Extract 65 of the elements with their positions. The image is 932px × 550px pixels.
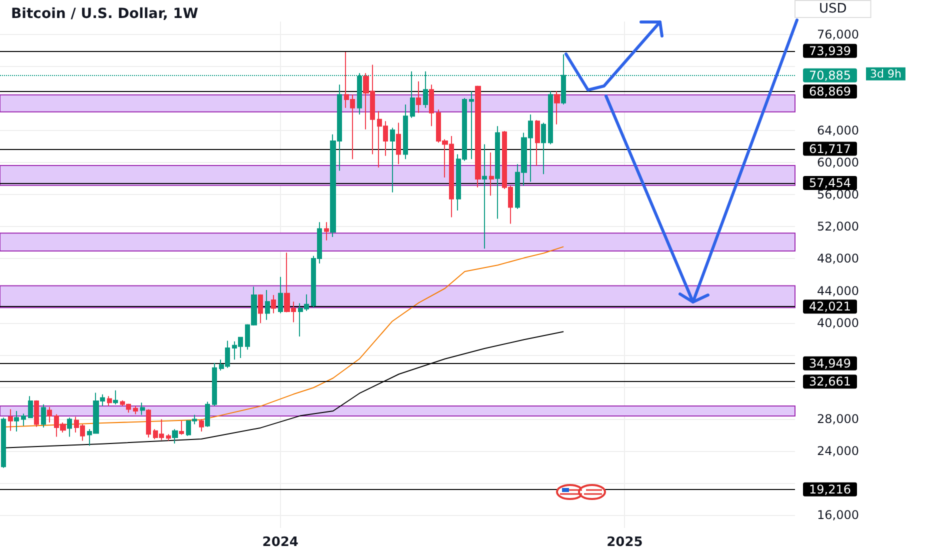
candlestick: [179, 420, 184, 436]
candlestick: [554, 90, 560, 125]
candlestick: [396, 122, 401, 165]
y-tick-label: 76,000: [817, 27, 859, 42]
y-axis-title: USD: [819, 2, 847, 16]
candlestick: [475, 85, 481, 188]
y-tick-label: 48,000: [817, 252, 859, 266]
candlestick: [416, 80, 421, 114]
candlestick: [258, 294, 263, 324]
y-tick-label: 28,000: [817, 412, 859, 426]
candlestick: [429, 84, 434, 127]
candlestick: [535, 120, 540, 166]
candlestick: [34, 400, 39, 428]
x-tick-label: 2024: [262, 535, 298, 550]
candlestick: [212, 362, 217, 407]
x-tick-label: 2025: [606, 535, 643, 550]
candlestick: [469, 90, 474, 160]
candlestick: [495, 126, 500, 220]
candlestick: [8, 408, 13, 432]
y-tick-label: 24,000: [817, 444, 859, 458]
candlestick: [403, 104, 408, 160]
ref-line-label: 19,216: [809, 482, 851, 496]
candlestick: [548, 90, 553, 145]
y-tick-label: 56,000: [817, 188, 859, 202]
candlestick: [133, 406, 138, 415]
ref-line-label: 42,021: [809, 300, 851, 314]
candlestick: [172, 428, 178, 444]
candlestick: [113, 390, 118, 405]
ref-line-label: 32,661: [809, 374, 851, 389]
line-series: [3, 246, 564, 428]
candlestick: [67, 417, 72, 438]
candlestick: [140, 402, 145, 416]
candlestick: [28, 396, 33, 418]
y-tick-label: 16,000: [817, 508, 859, 522]
candlestick: [482, 144, 487, 250]
text: 3d 9h: [870, 67, 902, 80]
candlestick: [41, 404, 46, 428]
candlestick: [107, 396, 112, 407]
ref-line-label: 34,949: [809, 356, 851, 370]
ref-line-label: 61,717: [809, 142, 851, 156]
candlestick: [278, 276, 283, 314]
ref-line-label: 73,939: [809, 44, 851, 58]
y-tick-label: 52,000: [817, 220, 859, 234]
candlestick: [47, 406, 52, 424]
candlestick: [166, 434, 171, 442]
ref-line-label: 57,454: [809, 176, 851, 190]
candlestick: [265, 290, 270, 320]
candlestick: [205, 401, 210, 428]
candlestick: [541, 122, 546, 175]
candlestick: [199, 418, 204, 432]
candlestick: [14, 410, 19, 432]
ref-line-label: 68,869: [809, 84, 851, 98]
candlestick: [21, 413, 26, 426]
ref-line-label: 70,885: [809, 68, 851, 82]
candlestick: [271, 294, 276, 314]
y-tick-label: 44,000: [817, 284, 859, 298]
chart-title: Bitcoin / U.S. Dollar, 1W: [11, 6, 198, 22]
candlestick: [324, 222, 329, 241]
candlestick: [390, 127, 395, 193]
y-tick-label: 60,000: [817, 156, 859, 170]
candlestick: [1, 417, 6, 468]
y-tick-label: 64,000: [817, 123, 859, 138]
candlestick: [489, 152, 494, 196]
candlestick: [146, 408, 151, 438]
y-tick-label: 40,000: [817, 316, 859, 330]
